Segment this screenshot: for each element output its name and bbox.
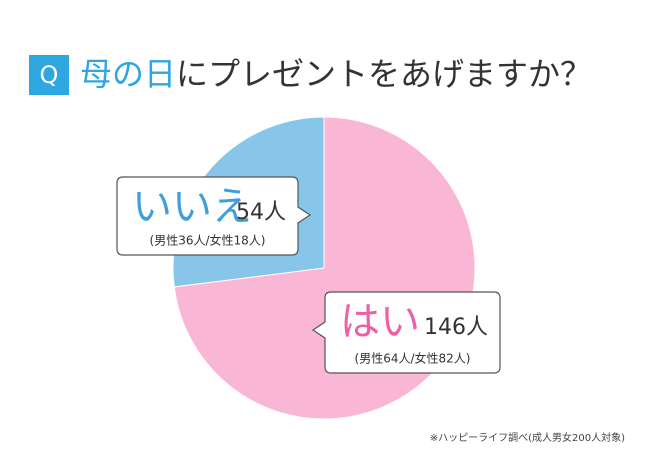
callout-box bbox=[311, 291, 501, 374]
title-highlight: 母の日 bbox=[80, 55, 176, 93]
chart-title: 母の日にプレゼントをあげますか？ bbox=[80, 55, 592, 93]
value-label: 54人 bbox=[236, 200, 286, 225]
breakdown-label: (男性36人/女性18人) bbox=[150, 233, 266, 248]
title-badge: Q bbox=[40, 61, 59, 89]
breakdown-label: (男性64人/女性82人) bbox=[355, 351, 471, 366]
callout-box bbox=[116, 176, 312, 256]
category-label: はい bbox=[340, 299, 420, 345]
title-badge-box bbox=[29, 55, 69, 95]
category-label: いいえ bbox=[132, 184, 252, 230]
title-rest: にプレゼントをあげますか？ bbox=[176, 55, 592, 93]
source-note: ※ハッピーライフ調べ(成人男女200人対象) bbox=[430, 431, 625, 444]
value-label: 146人 bbox=[424, 315, 488, 340]
